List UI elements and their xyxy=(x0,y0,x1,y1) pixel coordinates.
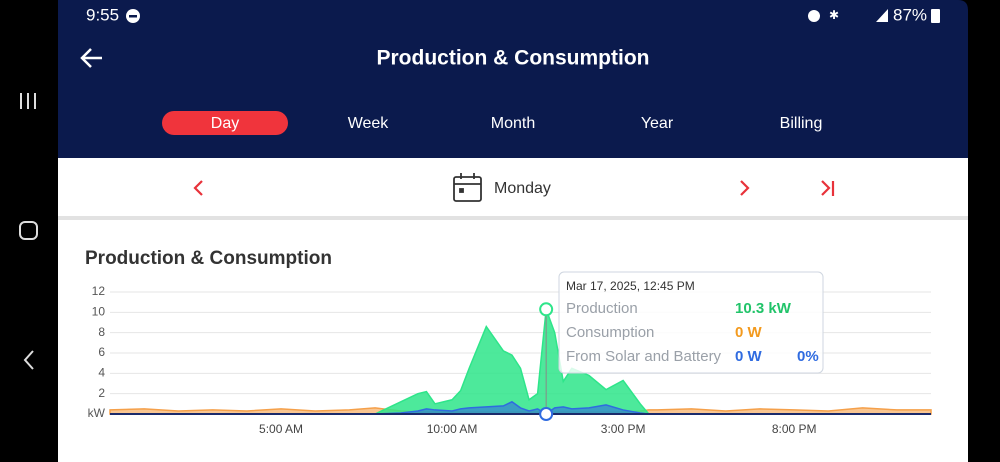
back-button[interactable] xyxy=(80,48,102,68)
y-tick-label: 6 xyxy=(98,345,105,359)
x-tick-label: 8:00 PM xyxy=(772,422,817,436)
tooltip xyxy=(558,271,824,374)
tab[interactable]: Billing xyxy=(780,115,823,132)
status-battery: 87% xyxy=(893,5,927,24)
bt-icon: ✱ xyxy=(829,8,839,22)
tooltip-title: Mar 17, 2025, 12:45 PM xyxy=(566,279,695,293)
hover-point xyxy=(539,302,554,317)
tooltip-share: 0% xyxy=(797,348,819,365)
plot: kW 2 4 6 8 10 12 5:00 AM 10:00 AM 3:00 PM 8:00 PM M… xyxy=(88,271,932,436)
content xyxy=(58,158,968,462)
date-nav xyxy=(193,180,835,196)
prev-button[interactable] xyxy=(193,180,203,196)
signal-icon xyxy=(876,9,888,22)
x-tick-label: 5:00 AM xyxy=(259,422,303,436)
system-nav xyxy=(19,93,38,370)
tooltip-label: Production xyxy=(566,300,638,317)
x-tick-label: 10:00 AM xyxy=(427,422,478,436)
calendar-icon[interactable] xyxy=(453,173,482,202)
status-icon xyxy=(129,15,137,18)
tab[interactable]: Month xyxy=(491,115,535,132)
chart-title: Production & Consumption xyxy=(85,248,332,269)
tooltip-value: 0 W xyxy=(735,348,763,365)
tab[interactable]: Year xyxy=(641,115,674,132)
tabs: Day Week Month Year Billing xyxy=(162,111,822,135)
tab-active-pill[interactable] xyxy=(162,111,288,135)
header-title: Production & Consumption xyxy=(377,47,650,70)
last-button[interactable] xyxy=(821,180,831,196)
tab[interactable]: Day xyxy=(211,115,239,132)
status-time: 9:55 xyxy=(86,5,119,24)
y-tick-label: 2 xyxy=(98,386,105,400)
tooltip-label: Consumption xyxy=(566,324,654,341)
y-tick-label: 10 xyxy=(92,305,106,319)
status-icons: ✱ xyxy=(808,8,940,23)
y-tick-label: 12 xyxy=(92,284,106,298)
y-tick-label: kW xyxy=(88,406,106,420)
y-tick-label: 4 xyxy=(98,366,105,380)
battery-icon xyxy=(931,9,940,23)
home-icon[interactable] xyxy=(19,221,38,240)
next-button[interactable] xyxy=(740,180,750,196)
y-tick-label: 8 xyxy=(98,325,105,339)
separator xyxy=(58,216,968,220)
hover-point xyxy=(539,407,554,421)
tooltip-value: 10.3 kW xyxy=(735,300,792,317)
tooltip-label: From Solar and Battery xyxy=(566,348,722,365)
date-label[interactable]: Monday xyxy=(494,180,551,197)
back-icon[interactable] xyxy=(23,350,34,370)
tooltip-value: 0 W xyxy=(735,324,763,341)
tab[interactable]: Week xyxy=(348,115,390,132)
x-tick-label: 3:00 PM xyxy=(601,422,646,436)
alarm-icon xyxy=(808,10,820,22)
